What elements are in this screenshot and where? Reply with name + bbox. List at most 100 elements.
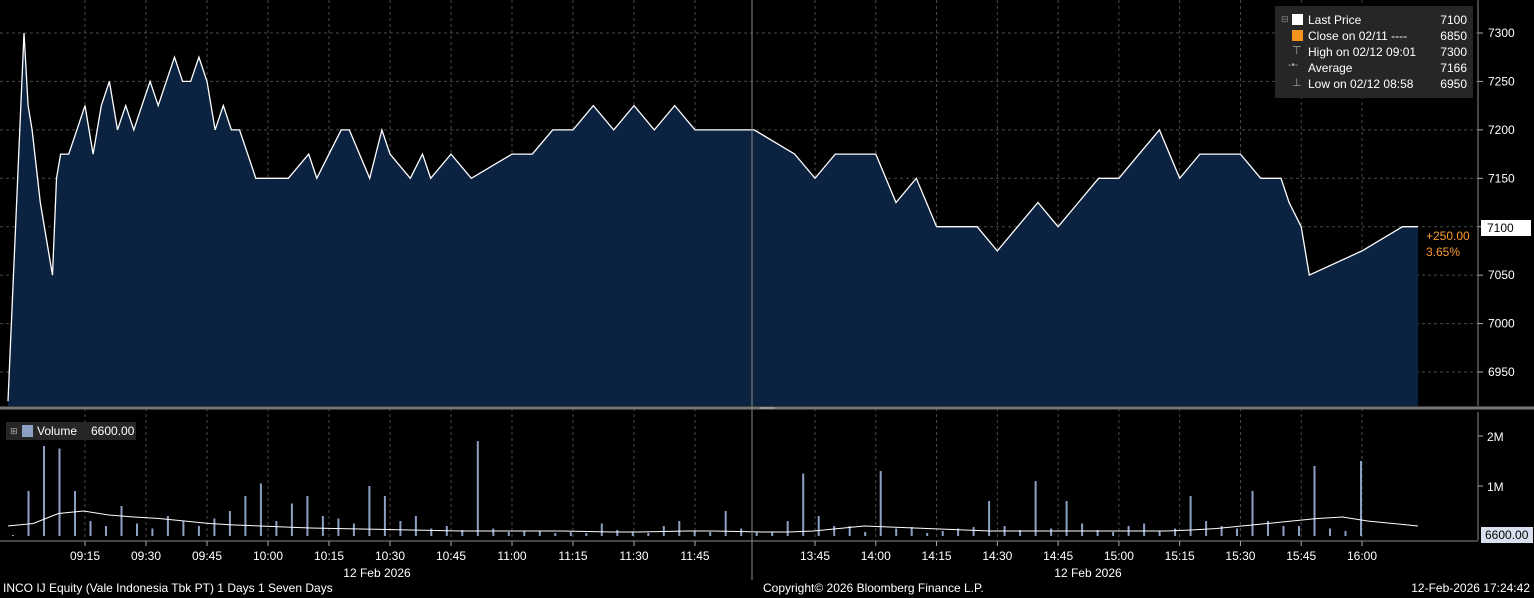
volume-bar	[27, 491, 30, 536]
volume-bar	[786, 521, 789, 536]
last-price-tag: 7100	[1481, 220, 1531, 236]
legend-value: 7166	[1440, 61, 1467, 75]
volume-bar	[89, 521, 92, 536]
volume-bar	[430, 528, 433, 536]
expand-icon[interactable]: ⊞	[10, 426, 18, 436]
volume-bar	[864, 532, 867, 536]
date-label-left: 12 Feb 2026	[343, 566, 411, 580]
time-tick-label: 16:00	[1347, 549, 1377, 563]
time-tick-label: 10:45	[436, 549, 466, 563]
volume-bar	[1344, 531, 1347, 536]
volume-bar	[585, 533, 588, 536]
time-tick-label: 15:00	[1104, 549, 1134, 563]
legend-label: Last Price	[1308, 13, 1362, 27]
time-tick-label: 13:45	[800, 549, 830, 563]
volume-last-tag: 6600.00	[1481, 527, 1533, 543]
average-marker-icon: -•-	[1288, 60, 1299, 71]
volume-average-line	[7, 510, 1419, 533]
footer-timestamp: 12-Feb-2026 17:24:42	[1411, 581, 1530, 595]
volume-bar	[1112, 532, 1115, 536]
volume-bar	[740, 528, 743, 536]
volume-bar	[755, 532, 758, 536]
price-tick-label: 7150	[1488, 171, 1515, 185]
volume-bar	[1189, 496, 1192, 536]
volume-bar	[399, 521, 402, 536]
volume-bar	[1205, 521, 1208, 536]
legend-value: 6950	[1440, 77, 1467, 91]
legend-row-last-price[interactable]: ⊟ Last Price 7100	[1275, 12, 1473, 28]
time-tick-label: 15:45	[1286, 549, 1316, 563]
volume-bar	[988, 501, 991, 536]
volume-bar	[275, 521, 278, 536]
volume-bar	[213, 518, 216, 536]
volume-bar	[197, 526, 200, 536]
volume-bar	[507, 532, 510, 536]
time-tick-label: 15:30	[1225, 549, 1255, 563]
volume-bar	[368, 486, 371, 536]
volume-bar	[1174, 528, 1177, 536]
volume-bar	[43, 446, 45, 536]
volume-bar	[492, 528, 495, 536]
volume-bar	[259, 483, 262, 536]
time-tick-label: 11:45	[680, 549, 709, 563]
volume-bar	[709, 532, 712, 536]
volume-bar	[383, 496, 386, 536]
change-pct: 3.65%	[1426, 245, 1461, 259]
price-legend[interactable]: ⊟ Last Price 7100 Close on 02/11 ---- 68…	[1275, 6, 1473, 98]
low-marker-icon: ⊥	[1292, 77, 1302, 89]
time-tick-label: 11:30	[619, 549, 648, 563]
volume-bar	[647, 533, 650, 536]
time-tick-label: 09:45	[192, 549, 222, 563]
price-area	[8, 33, 1418, 406]
volume-label: Volume	[37, 424, 78, 438]
volume-bar	[972, 527, 975, 536]
volume-bar	[461, 530, 464, 536]
volume-bar	[724, 511, 727, 536]
last-price-tag-text: 7100	[1487, 221, 1514, 235]
volume-bar	[631, 532, 634, 536]
time-tick-label: 11:00	[497, 549, 526, 563]
volume-bar	[1251, 491, 1254, 536]
legend-label: Average	[1308, 61, 1353, 75]
volume-bar	[538, 531, 541, 536]
volume-bar	[895, 528, 898, 536]
volume-bar	[600, 523, 603, 536]
volume-bar	[1158, 531, 1161, 536]
volume-bar	[1065, 501, 1068, 536]
time-tick-label: 10:30	[375, 549, 405, 563]
volume-bar	[879, 471, 882, 536]
volume-bar	[817, 516, 820, 536]
volume-bar	[290, 503, 293, 536]
price-tick-label: 7050	[1488, 268, 1515, 282]
volume-bar	[1313, 466, 1316, 536]
price-tick-label: 6950	[1488, 365, 1515, 379]
date-label-right: 12 Feb 2026	[1054, 566, 1122, 580]
legend-row-average[interactable]: -•- Average 7166	[1275, 60, 1473, 76]
collapse-icon[interactable]: ⊟	[1281, 14, 1289, 24]
volume-bar	[926, 533, 929, 536]
volume-bar	[1050, 528, 1053, 536]
legend-row-high[interactable]: ⊤ High on 02/12 09:01 7300	[1275, 44, 1473, 60]
volume-bar	[957, 528, 960, 536]
volume-bar	[1236, 528, 1238, 536]
volume-bar	[476, 441, 479, 536]
time-tick-label: 11:15	[558, 549, 587, 563]
time-tick-label: 14:00	[861, 549, 891, 563]
time-axis-ticks: 09:15 09:30 09:45 10:00 10:15 10:30 10:45 11:00…	[70, 541, 1377, 563]
time-tick-label: 09:30	[131, 549, 161, 563]
volume-bar	[1360, 461, 1362, 536]
volume-bar	[616, 530, 619, 536]
time-tick-label: 10:15	[314, 549, 344, 563]
volume-bar	[1220, 526, 1223, 536]
legend-row-close[interactable]: Close on 02/11 ---- 6850	[1275, 28, 1473, 44]
volume-swatch	[22, 425, 33, 437]
volume-last-tag-text: 6600.00	[1485, 528, 1529, 542]
legend-label: Low on 02/12 08:58	[1308, 77, 1414, 91]
price-tick-label: 7250	[1488, 74, 1515, 88]
volume-bar	[1019, 530, 1022, 536]
legend-row-low[interactable]: ⊥ Low on 02/12 08:58 6950	[1275, 76, 1473, 92]
volume-bar	[802, 473, 805, 536]
volume-bar	[151, 528, 154, 536]
volume-legend[interactable]: ⊞ Volume 6600.00	[6, 422, 136, 440]
volume-bars	[12, 441, 1362, 536]
